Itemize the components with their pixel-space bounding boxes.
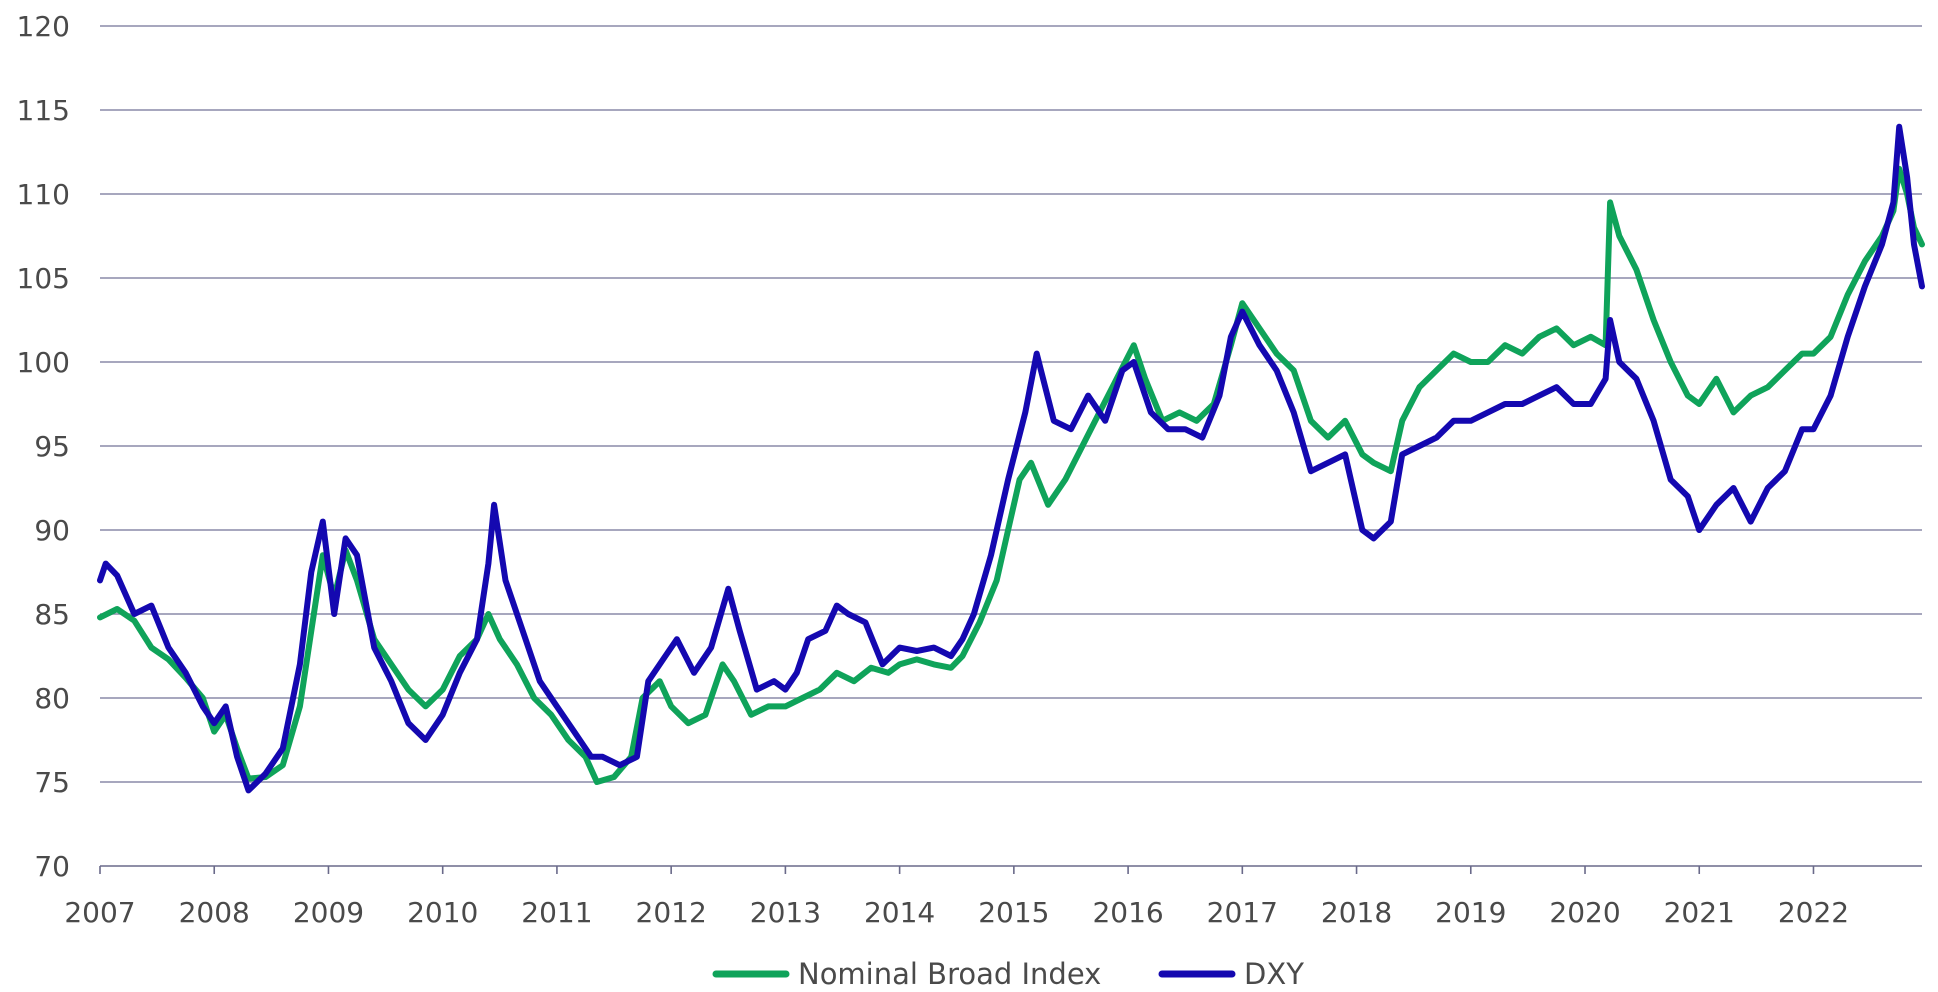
legend-label: Nominal Broad Index <box>798 957 1101 991</box>
x-tick-label: 2013 <box>750 896 821 929</box>
x-tick-label: 2010 <box>407 896 478 929</box>
x-tick-label: 2014 <box>864 896 935 929</box>
series-lines <box>97 123 1925 794</box>
grid-lines <box>100 25 1922 783</box>
y-tick-label: 90 <box>34 514 70 547</box>
y-tick-label: 80 <box>34 682 70 715</box>
y-tick-label: 110 <box>17 178 70 211</box>
x-tick-label: 2016 <box>1092 896 1163 929</box>
x-tick-label: 2007 <box>64 896 135 929</box>
y-tick-label: 75 <box>34 766 70 799</box>
series-line-dxy <box>97 123 1925 794</box>
x-axis: 2007 2008 2009 2010 2011 2012 2013 2014 2015 2016… <box>64 865 1922 929</box>
y-tick-label: 120 <box>17 10 70 43</box>
legend: Nominal Broad Index DXY <box>712 957 1304 991</box>
y-tick-label: 105 <box>17 262 70 295</box>
x-tick-label: 2015 <box>978 896 1049 929</box>
legend-item: DXY <box>1158 957 1304 991</box>
x-tick-label: 2012 <box>636 896 707 929</box>
y-tick-label: 95 <box>34 430 70 463</box>
x-tick-label: 2011 <box>521 896 592 929</box>
series-line-nominal-broad-index <box>97 165 1925 785</box>
y-tick-label: 85 <box>34 598 70 631</box>
x-tick-label: 2008 <box>179 896 250 929</box>
x-tick-label: 2022 <box>1778 896 1849 929</box>
legend-label: DXY <box>1244 957 1304 991</box>
x-tick-label: 2019 <box>1435 896 1506 929</box>
x-tick-label: 2009 <box>293 896 364 929</box>
x-tick-label: 2018 <box>1321 896 1392 929</box>
y-axis: 70 75 80 85 90 95 100 105 110 115 120 <box>17 10 70 883</box>
y-tick-label: 115 <box>17 94 70 127</box>
x-tick-label: 2021 <box>1664 896 1735 929</box>
legend-item: Nominal Broad Index <box>712 957 1101 991</box>
y-tick-label: 70 <box>34 850 70 883</box>
x-tick-label: 2020 <box>1549 896 1620 929</box>
y-tick-label: 100 <box>17 346 70 379</box>
x-tick-label: 2017 <box>1207 896 1278 929</box>
